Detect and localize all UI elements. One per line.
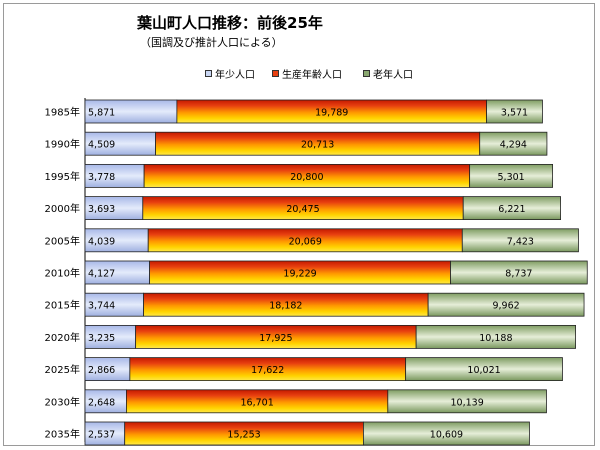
data-label-elderly: 7,423 <box>507 236 534 247</box>
legend-swatch-elderly <box>363 70 370 77</box>
bar-elderly <box>450 260 588 285</box>
category-label: 2005年 <box>45 234 80 247</box>
category-label: 2015年 <box>45 299 80 312</box>
data-label-working: 15,253 <box>227 430 260 441</box>
data-label-elderly: 9,962 <box>492 301 519 312</box>
data-label-working: 20,069 <box>289 236 322 247</box>
data-label-young: 2,537 <box>88 430 115 441</box>
data-label-working: 20,475 <box>286 204 319 215</box>
data-label-working: 16,701 <box>241 397 274 408</box>
category-label: 1990年 <box>45 138 80 151</box>
data-label-working: 20,800 <box>290 172 323 183</box>
data-label-young: 2,648 <box>88 397 115 408</box>
data-label-working: 19,789 <box>315 108 348 119</box>
data-label-young: 2,866 <box>88 365 115 376</box>
bar-elderly <box>462 196 561 221</box>
bar-elderly <box>415 324 576 349</box>
data-label-young: 3,235 <box>88 333 115 344</box>
data-label-working: 17,925 <box>259 333 292 344</box>
bar-elderly <box>469 163 554 188</box>
data-label-young: 4,039 <box>88 236 115 247</box>
data-label-young: 4,509 <box>88 140 115 151</box>
legend-label-elderly: 老年人口 <box>373 70 413 81</box>
bar-elderly <box>363 421 530 446</box>
legend-item-young: 年少人口 <box>205 66 255 81</box>
legend: 年少人口 生産年齢人口 老年人口 <box>0 66 600 81</box>
category-label: 2025年 <box>45 363 80 376</box>
data-label-elderly: 10,021 <box>467 365 500 376</box>
category-label: 2010年 <box>45 267 80 280</box>
bar-elderly <box>486 99 543 124</box>
category-label: 1985年 <box>45 106 80 119</box>
data-label-elderly: 10,139 <box>451 397 484 408</box>
category-label: 2035年 <box>45 428 80 441</box>
data-label-young: 5,871 <box>88 108 115 119</box>
data-label-working: 17,622 <box>251 365 284 376</box>
data-label-young: 3,744 <box>88 301 115 312</box>
data-label-elderly: 3,571 <box>501 108 528 119</box>
legend-swatch-working <box>272 70 279 77</box>
data-label-working: 19,229 <box>283 269 316 280</box>
data-label-young: 4,127 <box>88 269 115 280</box>
chart-subtitle: （国調及び推計人口による） <box>140 36 283 49</box>
category-label: 1995年 <box>45 170 80 183</box>
data-label-elderly: 10,188 <box>479 333 512 344</box>
bar-elderly <box>427 292 585 317</box>
data-label-elderly: 10,609 <box>430 430 463 441</box>
category-label: 2000年 <box>45 202 80 215</box>
category-label: 2030年 <box>45 395 80 408</box>
bar-elderly <box>387 389 547 414</box>
legend-item-elderly: 老年人口 <box>363 66 413 81</box>
legend-label-working: 生産年齢人口 <box>282 70 342 81</box>
data-label-working: 18,182 <box>269 301 302 312</box>
chart-title: 葉山町人口推移：前後25年 <box>137 14 323 32</box>
legend-item-working: 生産年齢人口 <box>272 66 342 81</box>
data-label-elderly: 8,737 <box>505 269 532 280</box>
data-label-young: 3,778 <box>88 172 115 183</box>
data-label-elderly: 4,294 <box>500 140 527 151</box>
bar-elderly <box>479 131 548 156</box>
data-label-elderly: 5,301 <box>498 172 525 183</box>
bar-elderly <box>461 228 579 253</box>
legend-swatch-young <box>205 70 212 77</box>
data-label-young: 3,693 <box>88 204 115 215</box>
data-label-working: 20,713 <box>301 140 334 151</box>
legend-label-young: 年少人口 <box>215 70 255 81</box>
category-label: 2020年 <box>45 331 80 344</box>
data-label-elderly: 6,221 <box>498 204 525 215</box>
bar-elderly <box>405 357 563 382</box>
